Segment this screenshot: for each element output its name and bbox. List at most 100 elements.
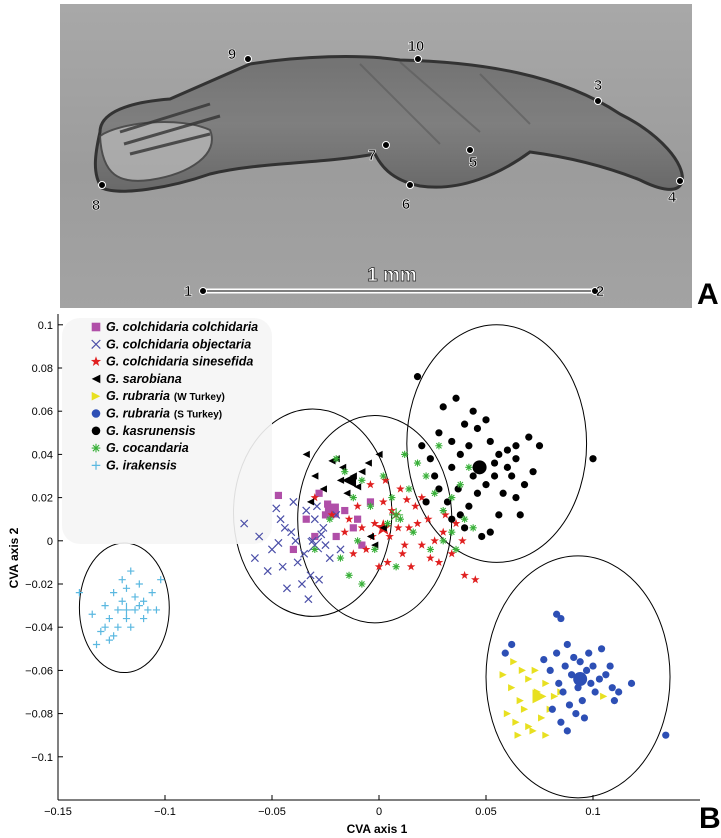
data-point (431, 472, 439, 480)
data-point (417, 493, 427, 502)
y-tick-label: −0.06 (25, 665, 53, 677)
data-point (580, 714, 589, 722)
data-point (456, 450, 464, 458)
data-point (140, 597, 148, 605)
y-tick-label: −0.04 (25, 622, 53, 634)
data-point (392, 563, 400, 571)
data-point (381, 475, 390, 484)
data-point (118, 597, 126, 605)
data-point (383, 557, 392, 567)
y-tick-label: −0.08 (25, 709, 53, 721)
data-point (595, 675, 604, 683)
data-point (400, 540, 409, 549)
y-tick-label: −0.02 (25, 579, 53, 591)
y-tick-label: 0.06 (32, 406, 53, 418)
data-point (518, 666, 526, 674)
data-point (289, 545, 297, 554)
x-tick-label: −0.1 (154, 806, 176, 818)
data-point (404, 523, 414, 532)
data-point (315, 575, 324, 584)
data-point (448, 437, 456, 446)
series-ka (413, 373, 597, 541)
data-point (557, 718, 565, 726)
legend-marker-rw (91, 391, 101, 401)
data-point (110, 632, 118, 640)
data-point (358, 468, 366, 476)
confidence-ellipse-ka (406, 324, 588, 563)
legend-label-ir: G. irakensis (106, 458, 177, 472)
data-point (336, 554, 345, 562)
centroid-point (573, 672, 588, 687)
y-tick-label: 0.08 (32, 363, 53, 375)
data-point (341, 468, 349, 476)
data-point (469, 407, 477, 415)
landmark-dot-10 (414, 55, 422, 63)
data-point (332, 455, 340, 463)
data-point (75, 589, 83, 597)
data-point (561, 662, 569, 670)
data-point (341, 506, 349, 515)
landmark-dot-7 (382, 141, 390, 149)
landmark-dot-1 (199, 287, 207, 295)
legend-label-ka: G. kasrunensis (106, 424, 196, 438)
data-point (413, 459, 422, 467)
data-point (319, 485, 327, 493)
data-point (448, 463, 456, 471)
data-point (495, 450, 503, 458)
legend-marker-co (91, 339, 101, 350)
data-point (345, 571, 353, 579)
data-point (529, 468, 537, 476)
data-point (501, 649, 509, 657)
data-point (300, 549, 309, 558)
data-point (383, 519, 392, 528)
data-point (422, 498, 430, 506)
landmark-label-10: 10 (408, 38, 425, 55)
data-point (482, 481, 490, 489)
landmark-label-8: 8 (92, 197, 100, 214)
data-point (315, 489, 323, 497)
data-point (302, 515, 310, 523)
centroid-point (307, 537, 323, 553)
data-point (110, 589, 118, 597)
data-point (426, 455, 434, 463)
legend-marker-co2 (91, 443, 101, 453)
data-point (406, 562, 416, 571)
centroid-point (472, 460, 487, 475)
data-point (101, 602, 109, 610)
data-point (563, 727, 571, 735)
data-point (589, 455, 597, 463)
data-point (358, 580, 366, 588)
landmark-dot-2 (591, 287, 599, 295)
data-point (92, 640, 101, 649)
data-point (546, 666, 554, 674)
data-point (140, 614, 148, 623)
data-point (370, 519, 379, 528)
landmark-dot-8 (98, 181, 106, 189)
data-point (105, 636, 113, 644)
legend-label-rs: G. rubraria (S Turkey) (106, 407, 222, 421)
data-point (308, 536, 317, 545)
data-point (512, 718, 520, 726)
data-point (548, 705, 556, 713)
legend-marker-cs (90, 356, 102, 366)
data-point (448, 528, 456, 536)
data-point (461, 420, 469, 428)
series-ir (75, 567, 165, 649)
data-point (366, 480, 375, 489)
data-point (471, 575, 480, 584)
data-point (503, 710, 511, 718)
data-point (610, 697, 619, 705)
y-tick-label: 0.02 (32, 493, 53, 505)
data-point (439, 403, 447, 411)
data-point (439, 506, 447, 515)
data-point (448, 494, 456, 502)
series-rs (501, 610, 670, 739)
data-point (287, 528, 296, 537)
data-point (540, 656, 548, 664)
data-point (499, 489, 507, 497)
data-point (563, 640, 571, 649)
scale-label: 1 mm (367, 265, 417, 286)
data-point (385, 531, 394, 541)
data-point (340, 527, 350, 536)
data-point (458, 536, 467, 545)
